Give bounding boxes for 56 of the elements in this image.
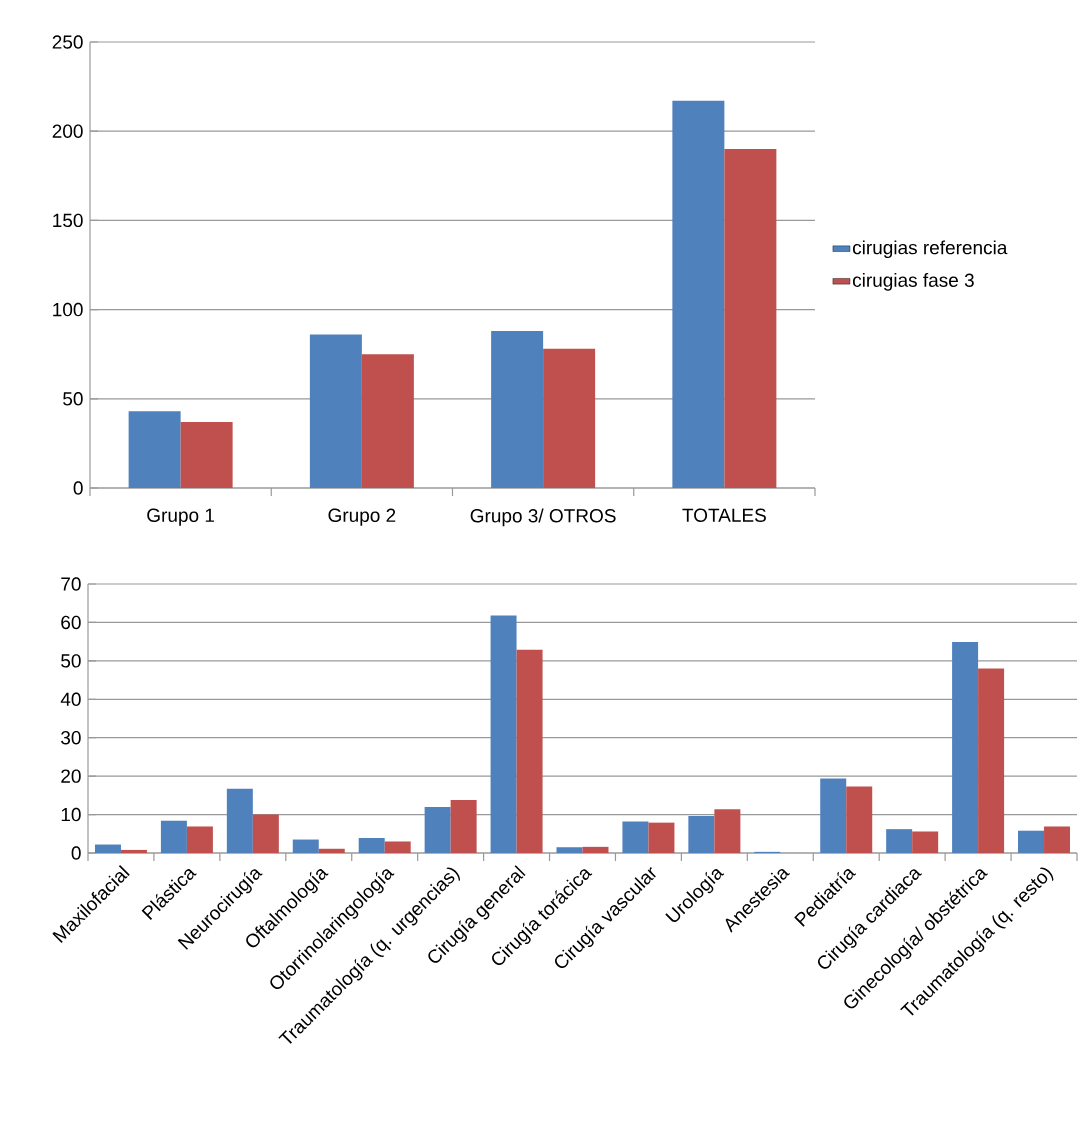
bar xyxy=(309,334,362,488)
bar xyxy=(952,642,979,853)
x-tick-label: TOTALES xyxy=(682,508,766,522)
x-tick-label: Grupo 1 xyxy=(147,508,214,526)
bar xyxy=(846,786,873,853)
bar xyxy=(1044,826,1071,853)
bar xyxy=(724,149,777,488)
y-tick-label: 0 xyxy=(71,846,81,860)
bar xyxy=(450,799,477,853)
bar xyxy=(186,826,213,853)
bar xyxy=(886,829,913,853)
y-tick-label: 10 xyxy=(61,807,81,822)
y-tick-label: 0 xyxy=(73,481,83,495)
bar xyxy=(672,100,725,488)
bar xyxy=(714,809,741,853)
bar xyxy=(180,421,233,488)
bar xyxy=(252,814,279,853)
bar xyxy=(160,820,187,853)
bar xyxy=(491,331,544,488)
y-tick-label: 150 xyxy=(53,213,83,228)
y-tick-label: 250 xyxy=(52,35,83,49)
bar xyxy=(292,839,319,853)
bar xyxy=(226,788,253,853)
y-tick-label: 40 xyxy=(60,692,81,707)
x-tick-label: Grupo 3/ OTROS xyxy=(470,508,616,527)
bar xyxy=(361,354,414,488)
legend-label: cirugias referencia xyxy=(852,240,1008,259)
bar xyxy=(424,806,451,853)
bar xyxy=(648,822,675,853)
bar xyxy=(128,411,181,488)
bar xyxy=(318,848,345,853)
bar xyxy=(120,849,147,853)
y-tick-label: 70 xyxy=(61,577,81,591)
bar xyxy=(1018,830,1045,853)
bar xyxy=(688,816,715,853)
y-tick-label: 50 xyxy=(63,392,83,406)
y-tick-label: 20 xyxy=(61,769,81,783)
y-tick-label: 60 xyxy=(61,615,81,630)
bar xyxy=(912,831,939,853)
legend-label: cirugias fase 3 xyxy=(852,272,974,291)
bar xyxy=(384,841,411,853)
bar xyxy=(820,778,847,853)
y-tick-label: 30 xyxy=(61,730,81,745)
y-tick-label: 50 xyxy=(61,654,81,668)
bar xyxy=(622,821,649,853)
bar xyxy=(543,348,596,488)
bar xyxy=(556,847,583,853)
y-tick-label: 100 xyxy=(53,302,83,317)
bar xyxy=(582,846,609,853)
bar xyxy=(978,668,1005,853)
bar xyxy=(490,615,517,853)
bar xyxy=(358,838,385,853)
y-tick-label: 200 xyxy=(52,124,83,138)
x-tick-label: Grupo 2 xyxy=(328,508,396,526)
bar xyxy=(516,649,543,853)
bar xyxy=(94,844,121,853)
